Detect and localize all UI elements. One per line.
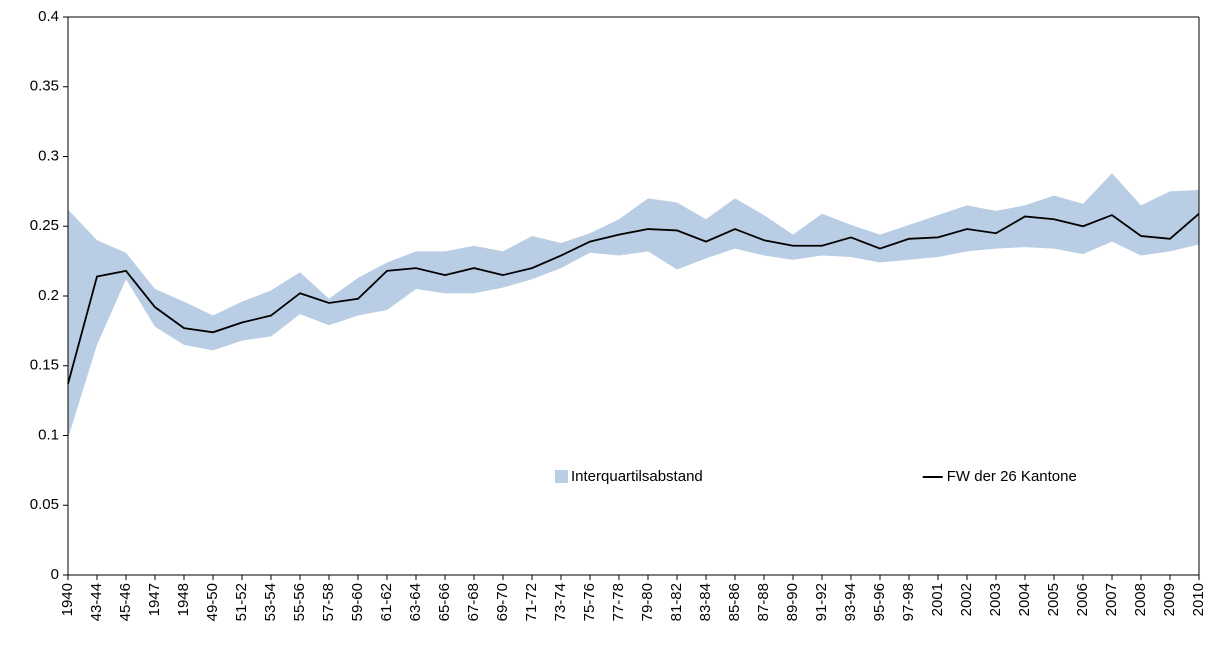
x-tick-label: 1940 bbox=[59, 583, 76, 616]
x-tick-label: 81-82 bbox=[668, 583, 685, 621]
x-tick-label: 2010 bbox=[1190, 583, 1207, 616]
x-tick-label: 63-64 bbox=[407, 583, 424, 621]
x-tick-label: 2002 bbox=[958, 583, 975, 616]
x-tick-label: 57-58 bbox=[320, 583, 337, 621]
x-tick-label: 55-56 bbox=[291, 583, 308, 621]
x-tick-label: 79-80 bbox=[639, 583, 656, 621]
mean-line bbox=[67, 213, 1200, 385]
x-tick-label: 2007 bbox=[1103, 583, 1120, 616]
x-tick-label: 93-94 bbox=[842, 583, 859, 621]
x-tick-label: 2001 bbox=[929, 583, 946, 616]
x-tick-label: 65-66 bbox=[436, 583, 453, 621]
x-tick-label: 51-52 bbox=[233, 583, 250, 621]
y-tick-label: 0.15 bbox=[30, 357, 59, 374]
legend-swatch bbox=[555, 470, 568, 483]
x-tick-label: 1948 bbox=[175, 583, 192, 616]
x-tick-label: 49-50 bbox=[204, 583, 221, 621]
x-tick-label: 91-92 bbox=[813, 583, 830, 621]
x-tick-label: 97-98 bbox=[900, 583, 917, 621]
legend-label: Interquartilsabstand bbox=[571, 468, 703, 485]
x-tick-label: 95-96 bbox=[871, 583, 888, 621]
x-tick-label: 69-70 bbox=[494, 583, 511, 621]
x-tick-label: 71-72 bbox=[523, 583, 540, 621]
y-tick-label: 0.25 bbox=[30, 217, 59, 234]
y-tick-label: 0.3 bbox=[38, 147, 59, 164]
x-tick-label: 89-90 bbox=[784, 583, 801, 621]
y-tick-label: 0.2 bbox=[38, 287, 59, 304]
x-tick-label: 2004 bbox=[1016, 583, 1033, 616]
y-tick-label: 0 bbox=[51, 566, 59, 583]
x-tick-label: 43-44 bbox=[88, 583, 105, 621]
x-tick-label: 1947 bbox=[146, 583, 163, 616]
y-tick-label: 0.1 bbox=[38, 426, 59, 443]
x-tick-label: 87-88 bbox=[755, 583, 772, 621]
x-tick-label: 2009 bbox=[1161, 583, 1178, 616]
x-tick-label: 2003 bbox=[987, 583, 1004, 616]
x-tick-label: 77-78 bbox=[610, 583, 627, 621]
x-tick-label: 59-60 bbox=[349, 583, 366, 621]
iqr-band bbox=[68, 173, 1199, 439]
x-tick-label: 73-74 bbox=[552, 583, 569, 621]
x-tick-label: 2005 bbox=[1045, 583, 1062, 616]
x-tick-label: 2006 bbox=[1074, 583, 1091, 616]
x-tick-label: 2008 bbox=[1132, 583, 1149, 616]
y-tick-label: 0.35 bbox=[30, 78, 59, 95]
x-tick-label: 45-46 bbox=[117, 583, 134, 621]
legend-label: FW der 26 Kantone bbox=[947, 468, 1077, 485]
x-tick-label: 75-76 bbox=[581, 583, 598, 621]
x-tick-label: 61-62 bbox=[378, 583, 395, 621]
y-tick-label: 0.4 bbox=[38, 8, 59, 25]
x-tick-label: 85-86 bbox=[726, 583, 743, 621]
y-tick-label: 0.05 bbox=[30, 496, 59, 513]
x-tick-label: 83-84 bbox=[697, 583, 714, 621]
x-tick-label: 67-68 bbox=[465, 583, 482, 621]
x-tick-label: 53-54 bbox=[262, 583, 279, 621]
